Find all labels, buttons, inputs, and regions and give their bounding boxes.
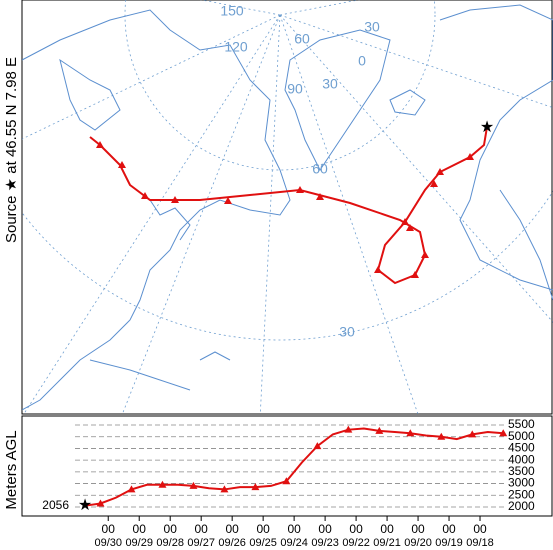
y-tick-label: 2000 [508, 499, 535, 513]
x-tick-label: 00 [133, 522, 147, 536]
x-tick-label: 00 [442, 522, 456, 536]
graticule-label: 90 [287, 81, 303, 97]
y-tick-label: 3000 [508, 476, 535, 490]
date-label: 09/30 [94, 537, 122, 549]
date-label: 09/27 [187, 537, 215, 549]
graticule-label: 150 [220, 3, 244, 19]
height-marker [499, 429, 508, 437]
height-marker [251, 483, 260, 491]
x-tick-label: 00 [102, 522, 116, 536]
height-marker [437, 432, 446, 440]
source-label: Source ★ at 46.55 N 7.98 E [3, 57, 20, 243]
x-tick-label: 00 [195, 522, 209, 536]
graticule-label: 30 [339, 324, 355, 340]
graticule-label: 30 [364, 19, 380, 35]
date-label: 09/29 [125, 537, 153, 549]
source-marker: ★ [480, 119, 494, 136]
y-tick-label: 3500 [508, 464, 535, 478]
graticule-label: 60 [312, 161, 328, 177]
date-label: 09/26 [218, 537, 246, 549]
map: 150 120 90 60 30 0 30 60 30 ★ [22, 0, 553, 414]
date-label: 09/22 [342, 537, 370, 549]
date-label: 09/19 [435, 537, 463, 549]
y-tick-label: 5000 [508, 429, 535, 443]
height-marker [406, 429, 415, 437]
y-axis-label: Meters AGL [3, 430, 20, 509]
trajectory: ★ [89, 119, 494, 285]
x-tick-label: 00 [287, 522, 301, 536]
date-label: 09/20 [404, 537, 432, 549]
height-marker [344, 425, 353, 433]
x-tick-label: 00 [318, 522, 332, 536]
height-marker [468, 430, 477, 438]
x-tick-label: 00 [380, 522, 394, 536]
map-frame [21, 0, 553, 415]
height-marker [127, 485, 136, 493]
date-label: 09/28 [156, 537, 184, 549]
x-tick-label: 00 [225, 522, 239, 536]
y-tick-label: 4500 [508, 441, 535, 455]
graticule-label: 60 [294, 31, 310, 47]
height-marker [158, 480, 167, 488]
date-label: 09/25 [249, 537, 277, 549]
date-label: 09/21 [373, 537, 401, 549]
height-marker [375, 426, 384, 434]
x-tick-label: 00 [473, 522, 487, 536]
height-marker [189, 481, 198, 489]
date-label: 09/23 [311, 537, 339, 549]
date-label: 09/18 [466, 537, 494, 549]
height-marker [282, 477, 291, 485]
date-label: 09/24 [280, 537, 308, 549]
graticule-label: 120 [224, 39, 248, 55]
graticule-label: 0 [358, 53, 366, 69]
start-marker: ★ [78, 497, 92, 514]
graticule-label: 30 [322, 76, 338, 92]
x-tick-label: 00 [411, 522, 425, 536]
height-marker [220, 485, 229, 493]
x-tick-label: 00 [349, 522, 363, 536]
x-tick-label: 00 [164, 522, 178, 536]
height-marker [313, 442, 322, 450]
start-label: 2056 [42, 498, 69, 512]
x-tick-label: 00 [256, 522, 270, 536]
coastlines [22, 4, 553, 411]
y-tick-label: 5500 [508, 417, 535, 431]
y-tick-label: 2500 [508, 487, 535, 501]
height-line [84, 427, 504, 507]
y-tick-label: 4000 [508, 452, 535, 466]
height-marker [96, 499, 105, 507]
graticule [22, 0, 553, 414]
